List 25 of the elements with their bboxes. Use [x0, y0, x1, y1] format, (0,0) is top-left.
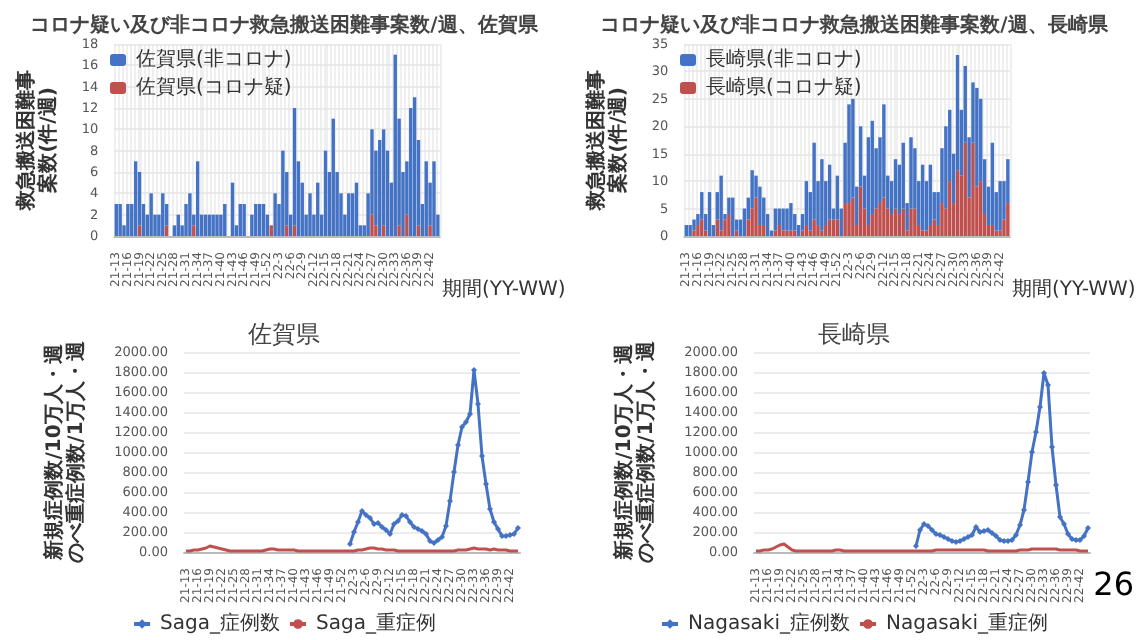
- legend-label: Saga_重症例: [316, 611, 436, 635]
- legend-label: Nagasaki_症例数: [688, 611, 851, 635]
- chart-title: コロナ疑い及び非コロナ救急搬送困難事案数/週、佐賀県: [30, 13, 540, 37]
- legend-label: 長崎県(コロナ疑): [706, 75, 862, 99]
- legend-label: Saga_症例数: [160, 611, 280, 635]
- line-series: [347, 367, 521, 547]
- legend-label: Nagasaki_重症例: [886, 611, 1048, 635]
- x-axis-title: 期間(YY-WW): [1011, 277, 1136, 301]
- y-axis-title: 救急搬送困難事案数(件/週): [584, 70, 630, 212]
- chart-title: 長崎県: [818, 320, 890, 348]
- y-axis-title: 新規症例数/10万人・週のべ重症例数/1万人・週: [42, 339, 88, 563]
- point: [1085, 525, 1091, 531]
- y-axis-title: 救急搬送困難事案数(件/週): [14, 70, 60, 212]
- line-series: [913, 370, 1091, 549]
- point: [515, 525, 521, 531]
- chart-title: 佐賀県: [248, 320, 320, 348]
- chart-title: コロナ疑い及び非コロナ救急搬送困難事案数/週、長崎県: [600, 13, 1110, 37]
- y-axis-title: 新規症例数/10万人・週のべ重症例数/1万人・週: [612, 339, 658, 563]
- legend-label: 長崎県(非コロナ): [706, 47, 862, 71]
- legend-label: 佐賀県(コロナ疑): [136, 75, 292, 99]
- legend-label: 佐賀県(非コロナ): [136, 47, 292, 71]
- point: [347, 541, 353, 547]
- point: [913, 543, 919, 549]
- text: 26: [1093, 565, 1134, 603]
- x-axis-title: 期間(YY-WW): [441, 277, 566, 301]
